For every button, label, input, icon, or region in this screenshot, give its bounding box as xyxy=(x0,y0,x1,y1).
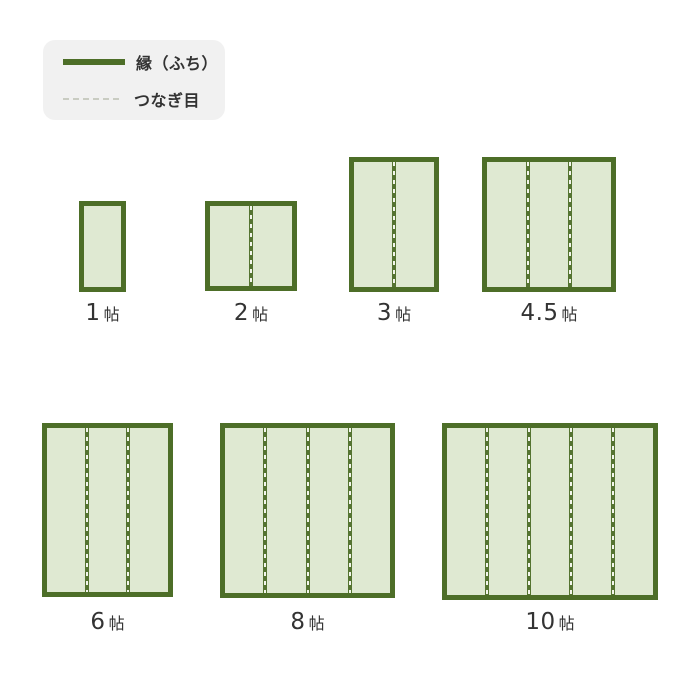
seam-line xyxy=(569,428,573,595)
seam-line xyxy=(84,428,89,592)
mat-panel xyxy=(489,428,527,595)
mat-1jo xyxy=(79,201,126,292)
mat-panel xyxy=(396,162,434,287)
size-number: 2 xyxy=(233,300,250,326)
seam-dashed-line-swatch xyxy=(63,97,123,100)
seam-line xyxy=(568,162,573,287)
mat-panel xyxy=(572,162,611,287)
mat-panel xyxy=(573,428,611,595)
size-number: 4.5 xyxy=(520,300,559,326)
seam-line xyxy=(126,428,131,592)
seam-line xyxy=(263,428,268,593)
mat-6jo xyxy=(42,423,173,597)
size-unit: 帖 xyxy=(395,305,412,324)
seam-line xyxy=(392,162,396,287)
mat-panel xyxy=(531,428,569,595)
mat-panel xyxy=(352,428,390,593)
mat-panel xyxy=(267,428,305,593)
size-unit: 帖 xyxy=(308,614,325,633)
mat-panel xyxy=(130,428,168,592)
seam-line xyxy=(611,428,615,595)
mat-panel xyxy=(310,428,348,593)
mat-3jo xyxy=(349,157,439,292)
mat-panel xyxy=(530,162,569,287)
seam-line xyxy=(527,428,531,595)
legend: 縁（ふち） つなぎ目 xyxy=(43,40,225,120)
mat-label-10jo: 10 帖 xyxy=(442,609,658,637)
mat-panel xyxy=(354,162,392,287)
mat-panel xyxy=(47,428,85,592)
mat-panel xyxy=(487,162,526,287)
seam-line xyxy=(249,206,253,286)
legend-row-seam: つなぎ目 xyxy=(63,87,225,111)
size-unit: 帖 xyxy=(103,305,120,324)
legend-border-label: 縁（ふち） xyxy=(136,53,219,73)
size-number: 10 xyxy=(525,609,556,635)
size-unit: 帖 xyxy=(561,305,578,324)
mat-4-5jo xyxy=(482,157,616,292)
mat-panel xyxy=(253,206,292,286)
mat-panel xyxy=(89,428,127,592)
mat-panel xyxy=(615,428,653,595)
size-unit: 帖 xyxy=(252,305,269,324)
mat-8jo xyxy=(220,423,395,598)
legend-seam-label: つなぎ目 xyxy=(134,90,201,110)
legend-row-border: 縁（ふち） xyxy=(63,50,225,74)
size-number: 8 xyxy=(290,609,306,635)
size-unit: 帖 xyxy=(108,614,125,633)
mat-10jo xyxy=(442,423,658,600)
seam-line xyxy=(525,162,530,287)
mat-panel xyxy=(84,206,121,287)
size-number: 1 xyxy=(85,300,101,326)
mat-panel xyxy=(210,206,249,286)
size-unit: 帖 xyxy=(558,614,575,633)
seam-line xyxy=(305,428,310,593)
border-line-swatch xyxy=(63,58,125,65)
mat-panel xyxy=(447,428,485,595)
mat-2jo xyxy=(205,201,297,291)
size-number: 3 xyxy=(376,300,393,326)
size-number: 6 xyxy=(90,609,106,635)
mat-panel xyxy=(225,428,263,593)
mat-label-4-5jo: 4.5 帖 xyxy=(482,300,616,328)
seam-line xyxy=(347,428,352,593)
seam-line xyxy=(485,428,489,595)
